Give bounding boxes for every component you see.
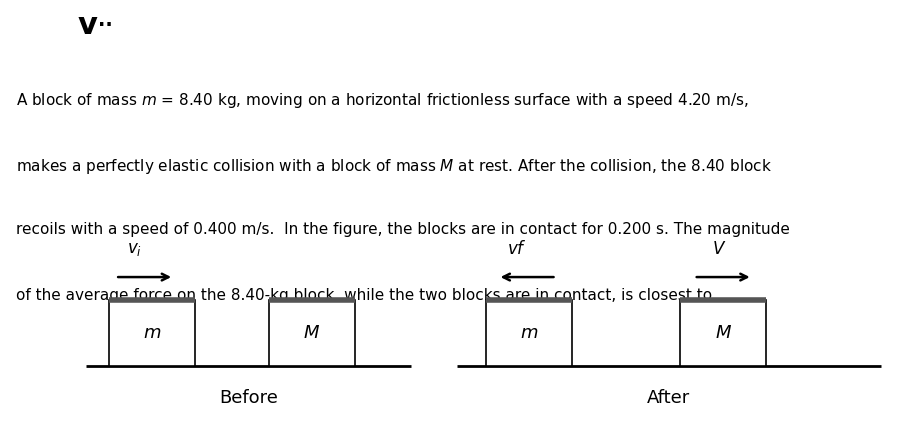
Bar xyxy=(680,300,766,366)
Text: $M$: $M$ xyxy=(303,324,320,342)
Text: $M$: $M$ xyxy=(714,324,731,342)
Text: $V$: $V$ xyxy=(712,240,726,258)
Text: $\mathbf{v}$: $\mathbf{v}$ xyxy=(77,11,98,40)
Text: recoils with a speed of 0.400 m/s.  In the figure, the blocks are in contact for: recoils with a speed of 0.400 m/s. In th… xyxy=(16,222,789,237)
Text: $v_i$: $v_i$ xyxy=(126,240,142,258)
Text: ..: .. xyxy=(98,11,112,30)
Bar xyxy=(486,300,571,366)
Text: $vf$: $vf$ xyxy=(507,240,526,258)
Text: of the average force on the 8.40-kg block, while the two blocks are in contact, : of the average force on the 8.40-kg bloc… xyxy=(16,288,712,302)
Text: $m$: $m$ xyxy=(519,324,537,342)
Text: A block of mass $m$ = 8.40 kg, moving on a horizontal frictionless surface with : A block of mass $m$ = 8.40 kg, moving on… xyxy=(16,91,748,110)
Text: Before: Before xyxy=(219,389,278,407)
Text: After: After xyxy=(647,389,690,407)
Bar xyxy=(109,300,195,366)
Bar xyxy=(269,300,354,366)
Text: $m$: $m$ xyxy=(143,324,161,342)
Text: makes a perfectly elastic collision with a block of mass $M$ at rest. After the : makes a perfectly elastic collision with… xyxy=(16,157,771,176)
